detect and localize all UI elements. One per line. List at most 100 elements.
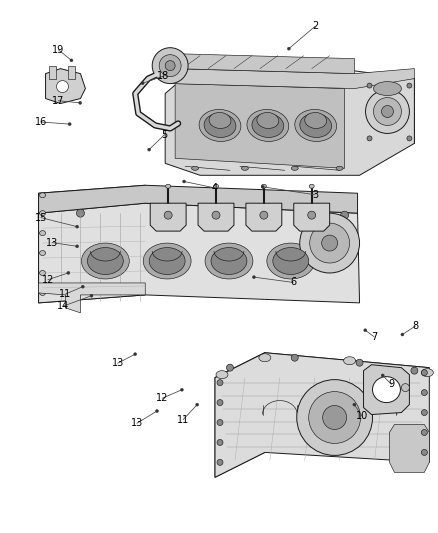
Circle shape <box>77 209 85 217</box>
Text: 6: 6 <box>290 278 296 287</box>
Circle shape <box>67 271 70 274</box>
Circle shape <box>68 123 71 126</box>
Polygon shape <box>165 59 414 175</box>
Ellipse shape <box>213 184 219 188</box>
Ellipse shape <box>291 166 298 171</box>
Circle shape <box>374 98 401 125</box>
Ellipse shape <box>88 247 124 274</box>
Text: 9: 9 <box>389 379 395 390</box>
Polygon shape <box>389 424 429 472</box>
Circle shape <box>251 207 259 215</box>
Circle shape <box>260 211 268 219</box>
Polygon shape <box>175 54 355 74</box>
Circle shape <box>297 379 372 455</box>
Text: 11: 11 <box>59 289 71 299</box>
Polygon shape <box>46 69 85 103</box>
Ellipse shape <box>81 243 129 279</box>
Ellipse shape <box>191 166 198 171</box>
Circle shape <box>196 403 199 406</box>
Text: 14: 14 <box>57 301 69 311</box>
Circle shape <box>57 80 68 93</box>
Polygon shape <box>68 66 75 78</box>
Ellipse shape <box>300 114 332 138</box>
Ellipse shape <box>149 247 185 274</box>
Ellipse shape <box>241 166 248 171</box>
Ellipse shape <box>216 370 228 378</box>
Ellipse shape <box>39 290 46 295</box>
Circle shape <box>401 333 404 336</box>
Ellipse shape <box>199 109 241 141</box>
Circle shape <box>183 180 186 183</box>
Polygon shape <box>215 353 429 387</box>
Circle shape <box>155 409 159 413</box>
Circle shape <box>300 213 360 273</box>
Circle shape <box>161 204 169 212</box>
Text: 13: 13 <box>112 358 124 368</box>
Circle shape <box>310 223 350 263</box>
Text: 17: 17 <box>52 96 64 106</box>
Circle shape <box>421 430 427 435</box>
Ellipse shape <box>39 193 46 198</box>
Text: 7: 7 <box>371 332 377 342</box>
Circle shape <box>309 392 360 443</box>
Circle shape <box>217 379 223 385</box>
Circle shape <box>81 285 84 288</box>
Circle shape <box>217 400 223 406</box>
Polygon shape <box>39 283 145 313</box>
Ellipse shape <box>305 112 327 128</box>
Polygon shape <box>294 203 330 231</box>
Ellipse shape <box>259 354 271 362</box>
Ellipse shape <box>166 184 171 188</box>
Ellipse shape <box>267 243 314 279</box>
Text: 3: 3 <box>312 190 318 200</box>
Ellipse shape <box>39 251 46 255</box>
Circle shape <box>421 390 427 395</box>
Circle shape <box>421 449 427 455</box>
Text: 18: 18 <box>157 71 169 82</box>
Circle shape <box>141 82 144 85</box>
Polygon shape <box>360 78 414 143</box>
Ellipse shape <box>209 112 231 128</box>
Ellipse shape <box>299 208 321 222</box>
Circle shape <box>364 329 367 332</box>
Circle shape <box>411 367 418 374</box>
Circle shape <box>148 148 151 151</box>
Text: 4: 4 <box>212 183 218 193</box>
Ellipse shape <box>257 112 279 128</box>
Text: 11: 11 <box>177 415 189 424</box>
Circle shape <box>152 47 188 84</box>
Text: 13: 13 <box>131 418 143 428</box>
Circle shape <box>381 106 393 117</box>
Circle shape <box>79 101 81 104</box>
Polygon shape <box>170 69 414 88</box>
Circle shape <box>76 225 78 228</box>
Ellipse shape <box>39 231 46 236</box>
Circle shape <box>134 353 137 356</box>
Ellipse shape <box>309 184 314 188</box>
Ellipse shape <box>39 211 46 216</box>
Circle shape <box>291 354 298 361</box>
Circle shape <box>164 211 172 219</box>
Circle shape <box>421 370 427 376</box>
Ellipse shape <box>295 109 336 141</box>
Circle shape <box>421 409 427 416</box>
Text: 10: 10 <box>356 411 368 421</box>
Circle shape <box>70 59 73 62</box>
Circle shape <box>356 359 363 366</box>
Circle shape <box>381 374 384 377</box>
Text: 12: 12 <box>42 275 54 285</box>
Ellipse shape <box>39 270 46 276</box>
Polygon shape <box>215 353 265 478</box>
Text: 5: 5 <box>161 130 168 140</box>
Circle shape <box>159 55 181 77</box>
Text: 16: 16 <box>35 117 47 127</box>
Circle shape <box>217 419 223 425</box>
Circle shape <box>353 403 356 406</box>
Circle shape <box>217 459 223 465</box>
Circle shape <box>323 406 346 430</box>
Circle shape <box>401 384 410 392</box>
Circle shape <box>367 83 372 88</box>
Polygon shape <box>39 203 360 303</box>
Polygon shape <box>246 203 282 231</box>
Ellipse shape <box>343 357 356 365</box>
